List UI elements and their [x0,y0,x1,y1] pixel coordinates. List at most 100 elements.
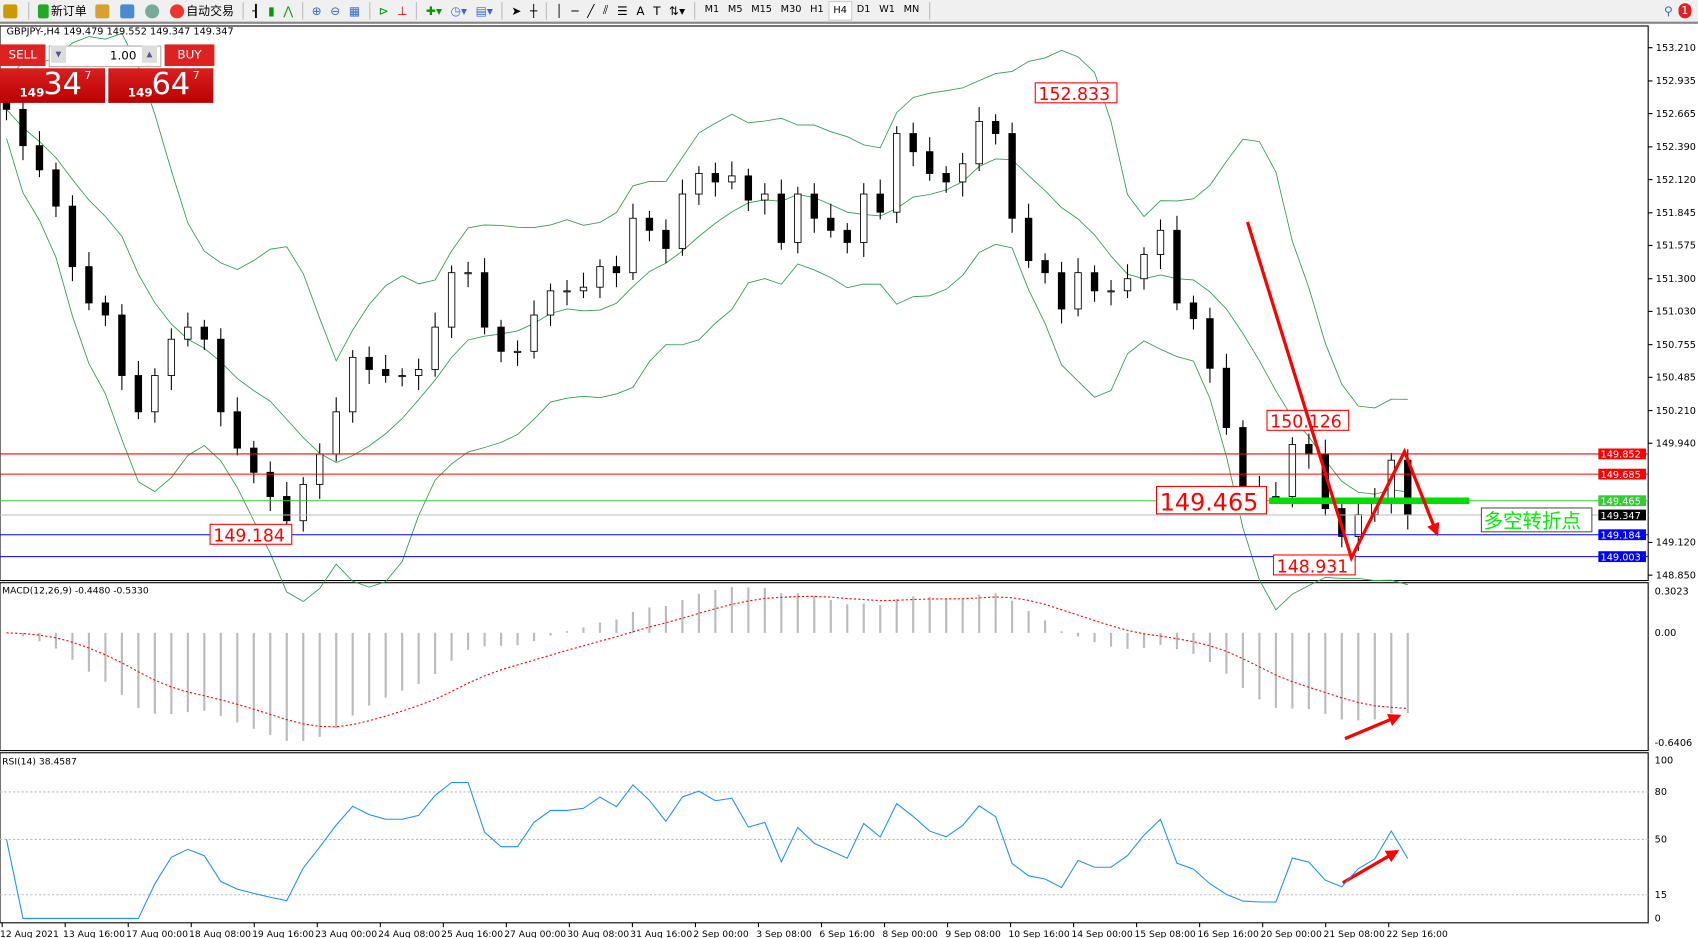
candle [695,173,703,195]
metaeditor-icon[interactable] [92,1,115,20]
timeframe-d1[interactable]: D1 [856,4,871,16]
rsi-title: RSI(14) 38.4587 [2,757,77,768]
periods-icon[interactable]: ◷▾ [450,3,468,18]
trendline-icon[interactable]: ╱ [587,3,595,18]
templates-icon[interactable]: ▤▾ [475,3,493,18]
candle [266,471,274,497]
candle [283,496,291,522]
price-label: 152.833 [1039,85,1111,105]
candle [1206,318,1214,369]
price-label-box [1034,82,1118,104]
toolbar-separator [301,2,303,20]
candle [118,314,126,376]
macd-tick-label: 0.00 [1655,628,1677,639]
candle [101,302,110,316]
candle [728,175,736,183]
indicators-icon[interactable]: ✚▾ [425,3,442,18]
ask-pips: 64 [151,66,191,102]
search-icon[interactable] [0,1,23,20]
candle [464,272,472,275]
price-tag [1598,495,1647,507]
candlestick-icon[interactable]: ▮ [268,3,275,18]
candle [876,193,884,213]
chart-area[interactable]: 153.210 152.935 152.665 152.390 152.120 151.8… [0,24,1698,938]
text-icon[interactable]: A [636,3,645,18]
auto-trading-icon [170,3,185,18]
fibonacci-icon[interactable]: ☰ [617,3,628,18]
tile-icon[interactable]: ▦ [348,3,361,18]
time-tick-label: 20 Sep 00:00 [1260,929,1321,938]
candle [909,133,917,153]
crosshair-icon[interactable]: ┼ [529,3,538,18]
toolbar-separator [545,2,547,20]
notification-badge[interactable]: 1 [1678,3,1692,19]
auto-trading-label: 自动交易 [186,4,234,19]
zoom-in-icon[interactable]: ⊕ [311,3,322,18]
autoscroll-icon[interactable]: ⊳ [378,3,389,18]
price-tick-label: 151.030 [1656,307,1696,318]
cursor-icon[interactable]: ➤ [511,3,522,18]
candle [596,266,604,288]
buy-button[interactable]: BUY [164,44,215,67]
time-tick-label: 3 Sep 08:00 [756,929,812,938]
text-label-icon[interactable]: T [653,3,661,18]
timeframe-m15[interactable]: M15 [751,4,773,16]
candle [1288,444,1297,497]
line-chart-icon[interactable]: ⋀ [283,3,294,18]
lot-increase-button[interactable]: ▲ [141,45,158,63]
auto-trading-button[interactable]: 自动交易 [167,1,237,20]
price-tag-label: 149.852 [1601,450,1641,461]
candle [1090,272,1099,292]
horizontal-line-icon[interactable]: ─ [571,3,579,18]
candle [777,193,786,243]
timeframe-w1[interactable]: W1 [879,4,895,16]
buy-price[interactable]: 149 64 7 [108,66,214,103]
price-tag-label: 149.685 [1601,470,1641,481]
time-tick-label: 31 Aug 16:00 [630,929,692,938]
time-tick-label: 13 Aug 16:00 [63,929,125,938]
equidistant-channel-icon[interactable]: ⫽ [603,3,609,18]
candle [860,193,868,243]
lot-decrease-button[interactable]: ▼ [50,45,67,63]
arrows-icon[interactable]: ⇅▾ [669,3,686,18]
new-order-button[interactable]: 新订单 [35,1,90,20]
toolbar-separator [693,2,695,20]
candle [1354,514,1362,537]
timeframe-h1[interactable]: H1 [810,4,824,16]
bar-chart-icon[interactable]: ┨ [252,3,260,18]
timeframe-h4[interactable]: H4 [828,1,853,21]
candle [414,369,423,376]
new-order-label: 新订单 [50,4,87,19]
lot-size-input[interactable]: 1.00 [48,45,162,68]
macd-arrow [1344,713,1402,741]
time-tick-label: 19 Aug 16:00 [252,929,314,938]
candle [217,338,225,413]
chart-shift-icon[interactable]: ⊥ [397,3,408,18]
rsi-arrow [1341,849,1400,885]
toolbar-separator [501,2,503,20]
price-tag [1598,448,1647,460]
candle [1272,496,1280,499]
candle [827,217,835,231]
zoom-out-icon[interactable]: ⊖ [330,3,341,18]
candle [398,375,406,378]
search-icon[interactable]: ⚲ [1663,3,1673,18]
sell-price[interactable]: 149 34 7 [0,66,106,103]
vertical-line-icon[interactable]: │ [555,3,563,18]
timeframe-m30[interactable]: M30 [780,4,802,16]
toolbar-separator [929,2,931,20]
candle [480,272,489,328]
candle [167,338,176,376]
price-tick-label: 150.210 [1656,406,1696,417]
chart-header: GBPJPY-,H4 149.479 149.552 149.347 149.3… [6,27,234,38]
price-label: 149.465 [1160,488,1258,516]
time-tick-label: 10 Sep 16:00 [1008,929,1069,938]
timeframe-m1[interactable]: M1 [704,4,720,16]
signals-icon[interactable] [142,1,165,20]
main-panel [0,25,1649,582]
sell-button[interactable]: SELL [0,44,46,67]
timeframe-m5[interactable]: M5 [727,4,743,16]
history-icon[interactable] [117,1,140,20]
toolbar-separator [368,2,370,20]
timeframe-mn[interactable]: MN [903,4,920,16]
